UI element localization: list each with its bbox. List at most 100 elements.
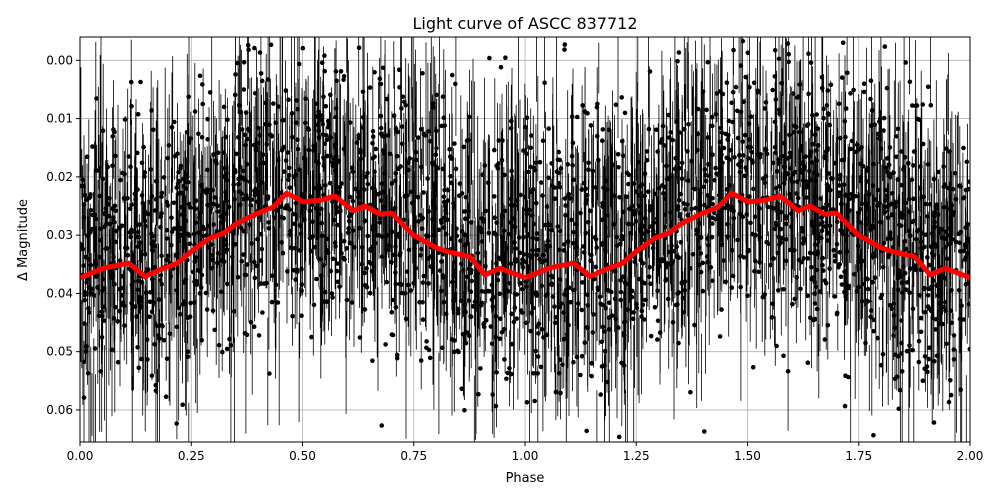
data-point: [201, 226, 207, 232]
data-point: [514, 292, 520, 297]
data-point: [676, 290, 681, 295]
data-point: [851, 87, 856, 93]
data-point: [735, 135, 741, 141]
data-point: [821, 106, 826, 112]
data-point: [330, 256, 336, 262]
data-point: [680, 295, 686, 301]
data-point: [178, 163, 184, 169]
data-point: [411, 280, 417, 286]
data-point: [594, 105, 600, 110]
data-point: [448, 154, 453, 159]
data-point: [292, 245, 297, 251]
data-point: [239, 259, 245, 264]
data-point: [185, 349, 191, 355]
data-point: [328, 92, 333, 98]
data-point: [252, 190, 258, 196]
data-point: [349, 300, 355, 305]
data-point: [727, 206, 732, 212]
data-point: [254, 263, 259, 269]
data-point: [279, 240, 284, 245]
data-point: [901, 164, 907, 170]
data-point: [884, 169, 890, 175]
data-point: [650, 205, 655, 211]
data-point: [239, 127, 245, 132]
data-point: [611, 221, 617, 227]
data-point: [826, 230, 832, 236]
data-point: [347, 194, 353, 200]
data-point: [274, 207, 279, 213]
data-point: [211, 152, 216, 157]
data-point: [431, 232, 437, 238]
data-point: [620, 139, 625, 144]
data-point: [692, 186, 698, 192]
data-point: [624, 194, 630, 200]
data-point: [908, 266, 913, 271]
data-point: [948, 392, 954, 398]
data-point: [688, 389, 693, 395]
data-point: [303, 96, 308, 101]
data-point: [565, 162, 570, 167]
data-point: [405, 269, 410, 274]
data-point: [634, 305, 640, 311]
data-point: [169, 125, 175, 130]
data-point: [603, 178, 609, 184]
data-point: [169, 229, 175, 235]
data-point: [224, 346, 230, 352]
data-point: [317, 185, 323, 191]
data-point: [836, 176, 842, 182]
data-point: [360, 125, 366, 130]
data-point: [791, 91, 796, 96]
data-point: [158, 278, 163, 283]
data-point: [97, 193, 102, 199]
data-point: [399, 106, 404, 111]
data-point: [609, 289, 614, 295]
data-point: [697, 197, 702, 202]
data-point: [549, 161, 554, 166]
data-point: [509, 168, 514, 174]
data-point: [922, 354, 928, 359]
data-point: [869, 227, 874, 232]
data-point: [814, 267, 820, 273]
data-point: [795, 179, 800, 184]
data-point: [439, 259, 444, 264]
data-point: [88, 262, 94, 268]
data-point: [314, 276, 319, 282]
data-point: [562, 47, 567, 52]
data-point: [362, 218, 367, 224]
data-point: [295, 106, 300, 112]
data-point: [293, 277, 298, 282]
data-point: [252, 45, 257, 51]
data-point: [452, 141, 457, 146]
data-point: [778, 226, 784, 232]
data-point: [741, 153, 746, 158]
data-point: [879, 362, 884, 368]
data-point: [338, 69, 344, 74]
data-point: [210, 308, 216, 314]
data-point: [158, 224, 163, 230]
data-point: [112, 203, 118, 209]
data-point: [450, 279, 455, 285]
data-point: [461, 267, 466, 273]
data-point: [506, 231, 511, 237]
data-point: [752, 258, 758, 264]
data-point: [508, 261, 514, 266]
data-point: [710, 221, 715, 226]
data-point: [875, 187, 881, 193]
data-point: [487, 55, 492, 61]
data-point: [904, 287, 909, 293]
data-point: [104, 246, 110, 251]
data-point: [588, 123, 594, 128]
data-point: [943, 229, 949, 235]
data-point: [744, 212, 749, 217]
data-point: [870, 183, 876, 188]
data-point: [319, 60, 325, 65]
data-point: [378, 190, 384, 196]
data-point: [764, 151, 770, 157]
data-point: [664, 163, 669, 169]
data-point: [688, 266, 693, 271]
data-point: [949, 320, 955, 326]
data-point: [540, 252, 546, 258]
data-point: [315, 122, 320, 127]
data-point: [865, 286, 871, 292]
data-point: [523, 124, 528, 130]
